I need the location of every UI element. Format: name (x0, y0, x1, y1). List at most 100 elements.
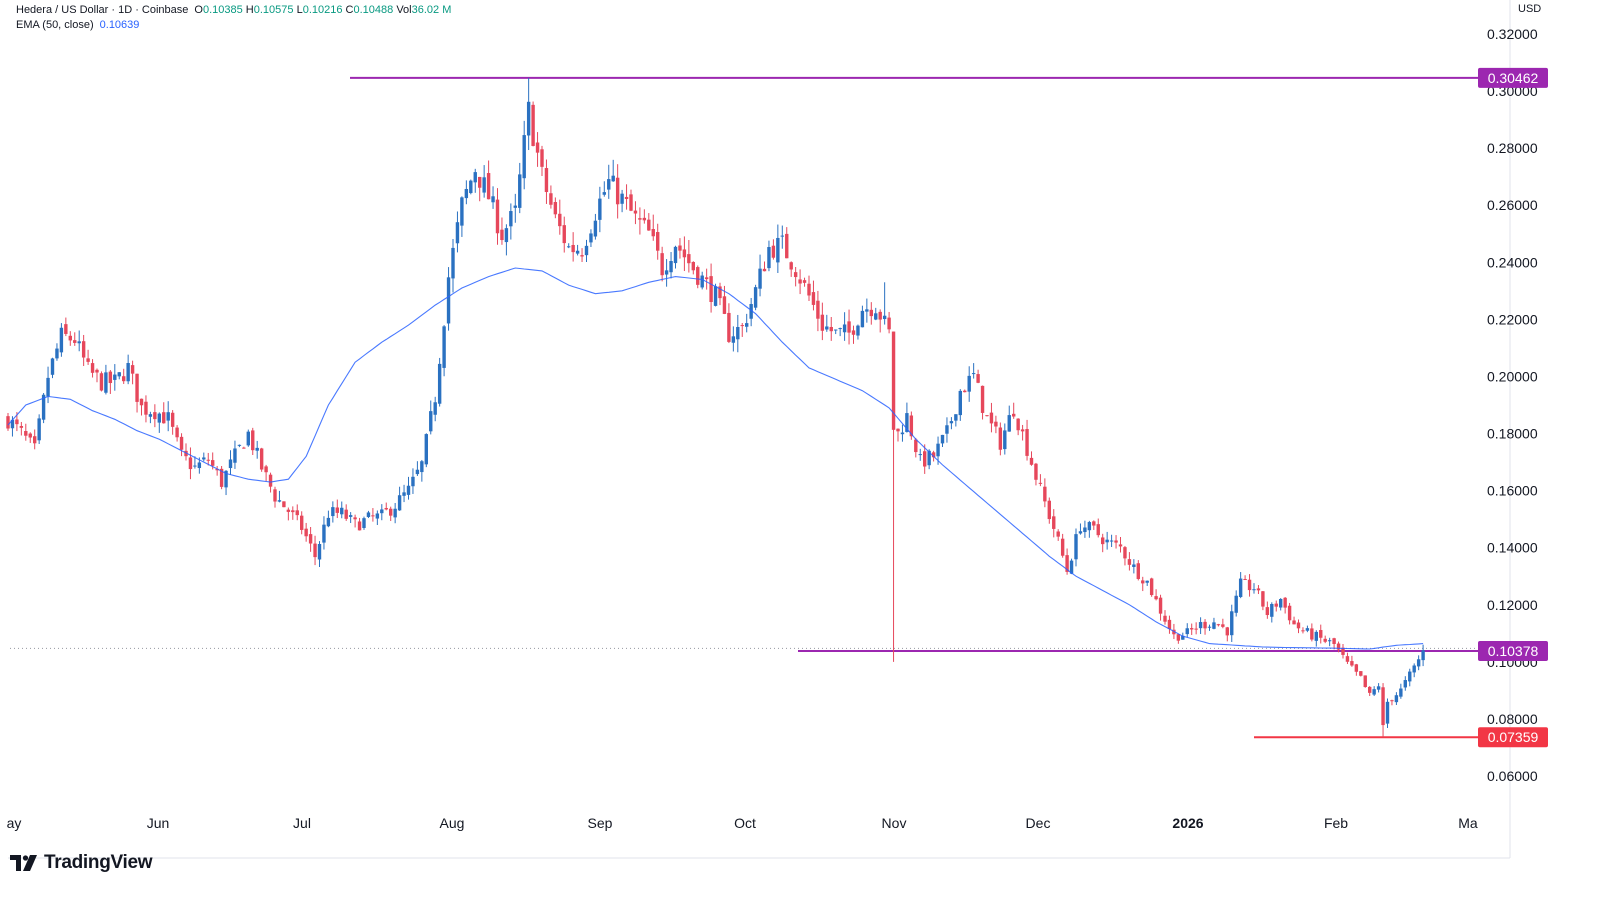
candle-body (335, 507, 339, 513)
candle (433, 396, 437, 422)
candle-body (1287, 605, 1292, 621)
candle-body (1105, 539, 1109, 543)
candle-body (389, 508, 393, 516)
candle-body (687, 254, 691, 264)
candle-body (567, 246, 571, 248)
candle-body (1421, 650, 1425, 661)
candle (1154, 589, 1158, 601)
tradingview-brand[interactable]: TradingView (10, 852, 153, 874)
time-axis[interactable]: ay Jun Jul Aug Sep Oct Nov Dec 2026 Feb Ma (7, 815, 1478, 831)
candle-body (709, 276, 713, 303)
candle (331, 501, 335, 523)
candle (28, 432, 32, 443)
candle-body (562, 225, 566, 244)
candle (905, 402, 909, 433)
candle-body (1416, 659, 1421, 667)
candle-body (1145, 580, 1149, 583)
candle-body (678, 245, 682, 251)
candle (624, 184, 629, 210)
candle (193, 456, 197, 469)
candle (940, 434, 945, 448)
candle-body (847, 321, 851, 333)
candle (375, 510, 380, 525)
current-tag-box (1478, 641, 1548, 662)
candle-body (931, 452, 936, 458)
candle-body (509, 211, 513, 227)
time-tick-label: Jul (293, 815, 311, 831)
candle-body (589, 233, 593, 243)
candle-body (113, 374, 117, 380)
candle-body (682, 249, 687, 258)
candle-body (1118, 544, 1123, 547)
candle-body (731, 336, 736, 343)
candle (215, 465, 219, 476)
indicator-row[interactable]: EMA (50, close) 0.10639 (16, 18, 451, 33)
candle-body (233, 448, 237, 463)
candle (1310, 623, 1314, 642)
candle (1007, 405, 1011, 432)
candle-body (1025, 429, 1029, 456)
candle-body (122, 376, 126, 382)
candle-body (851, 330, 856, 335)
candle (251, 427, 255, 456)
candle-body (1247, 579, 1252, 591)
candle-body (291, 510, 295, 513)
candle (6, 412, 10, 431)
candle-body (6, 416, 10, 429)
candle-body (1270, 603, 1274, 617)
candle-body (406, 485, 411, 495)
candle-body (994, 421, 998, 427)
open-value: 0.10385 (202, 4, 243, 16)
candle-body (246, 431, 250, 446)
candle (611, 159, 615, 182)
candle (860, 305, 865, 328)
candle (1270, 602, 1274, 623)
currency-label[interactable]: USD (1518, 3, 1542, 15)
candle-body (357, 521, 362, 531)
candle (1003, 423, 1007, 455)
candle (135, 373, 139, 413)
candle-body (949, 421, 954, 424)
candle (1390, 699, 1394, 706)
candle-body (1381, 687, 1385, 726)
candle (1118, 537, 1123, 553)
price-tick-label: 0.12000 (1487, 597, 1538, 613)
candle-body (700, 275, 704, 288)
symbol-title[interactable]: Hedera / US Dollar · 1D · Coinbase (16, 4, 189, 16)
candle-body (704, 277, 709, 280)
candle (882, 282, 887, 325)
candle-body (166, 412, 170, 421)
support-price-tag: 0.07359 (1478, 727, 1548, 748)
candle (1020, 424, 1025, 441)
candle (691, 261, 695, 275)
candle (122, 368, 126, 384)
candle (660, 246, 664, 282)
candle-body (887, 317, 891, 330)
candle-body (633, 210, 638, 214)
candle-body (1060, 538, 1065, 556)
candle-body (1043, 486, 1047, 502)
candle-body (891, 331, 896, 430)
candle (518, 162, 522, 214)
candle-body (460, 197, 464, 226)
candle-body (829, 326, 833, 332)
candle-body (718, 286, 722, 299)
candle-body (1012, 413, 1016, 417)
candle (188, 447, 193, 480)
candle (37, 414, 41, 444)
time-tick-label: Aug (440, 815, 465, 831)
candle-body (918, 454, 922, 456)
candle (95, 368, 99, 383)
candle (371, 508, 375, 522)
candle-body (620, 193, 624, 204)
candle (816, 290, 820, 332)
candle-body (1225, 627, 1229, 636)
candle-body (1038, 482, 1043, 484)
candle-body (130, 365, 135, 374)
candle (580, 248, 584, 263)
candle (945, 417, 949, 443)
candle (847, 309, 851, 345)
candle (584, 239, 589, 262)
candle-body (486, 173, 491, 200)
